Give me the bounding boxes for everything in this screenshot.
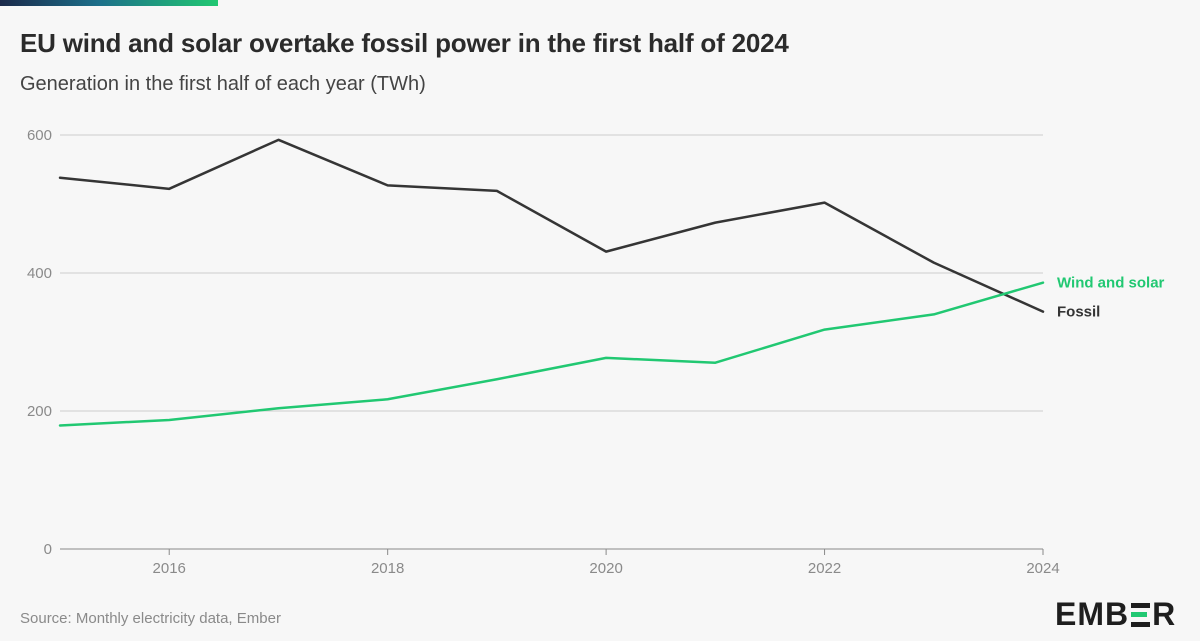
y-tick-label-0: 0	[44, 541, 52, 558]
source-note: Source: Monthly electricity data, Ember	[20, 610, 281, 627]
x-tick-label-2020: 2020	[589, 560, 622, 577]
chart-title: EU wind and solar overtake fossil power …	[20, 28, 789, 58]
series-line-fossil	[58, 138, 1045, 313]
logo-text-left: EMB	[1055, 596, 1130, 632]
series-label-wind-and-solar: Wind and solar	[1057, 275, 1165, 292]
accent-bar	[0, 0, 218, 6]
x-tick-label-2016: 2016	[153, 560, 186, 577]
chart-subtitle: Generation in the first half of each yea…	[20, 73, 426, 95]
y-tick-label-400: 400	[27, 265, 52, 282]
x-tick-label-2024: 2024	[1026, 560, 1059, 577]
y-tick-label-200: 200	[27, 403, 52, 420]
logo-text-right: R	[1152, 596, 1177, 632]
logo-e-mark	[1131, 602, 1151, 627]
series-label-fossil: Fossil	[1057, 304, 1100, 321]
x-tick-label-2018: 2018	[371, 560, 404, 577]
ember-logo: EMB R	[1055, 596, 1176, 633]
series-line-wind-and-solar	[58, 281, 1045, 427]
x-tick-label-2022: 2022	[808, 560, 841, 577]
y-tick-label-600: 600	[27, 127, 52, 144]
